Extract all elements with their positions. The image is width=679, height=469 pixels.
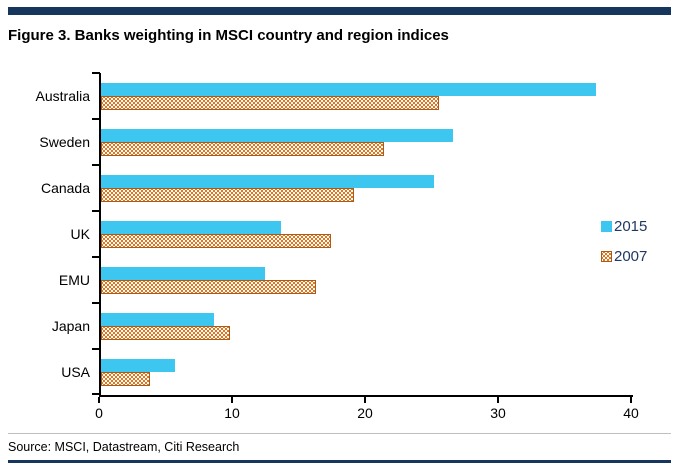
legend-item-2015: 2015	[601, 217, 647, 235]
bar-2015-uk	[101, 220, 281, 234]
bar-2007-uk	[101, 233, 332, 248]
legend-item-2007: 2007	[601, 247, 647, 265]
x-axis-label-20: 20	[357, 405, 373, 421]
top-rule	[8, 7, 671, 15]
bar-2015-australia	[101, 82, 596, 96]
x-axis: 0 10 20 30 40	[95, 397, 639, 427]
category-label-canada: Canada	[40, 180, 90, 196]
x-axis-tick	[497, 397, 499, 403]
bar-2007-sweden	[101, 141, 385, 156]
x-axis-tick	[98, 397, 100, 403]
chart-row-sweden	[101, 119, 633, 165]
legend-swatch-2015-icon	[601, 220, 612, 232]
bar-2015-usa	[101, 358, 176, 372]
x-axis-label-0: 0	[95, 405, 103, 421]
y-axis-tick	[92, 164, 100, 166]
category-label-japan: Japan	[51, 318, 90, 334]
chart-legend: 2015 2007	[601, 217, 647, 265]
chart-row-usa	[101, 349, 633, 395]
chart-row-uk	[101, 211, 633, 257]
bar-2015-japan	[101, 312, 215, 326]
y-axis-labels: Australia Sweden Canada UK EMU Japan USA	[8, 73, 99, 397]
category-label-emu: EMU	[58, 272, 90, 288]
y-axis-tick	[92, 72, 100, 74]
plot-area	[92, 72, 633, 397]
bar-2007-japan	[101, 325, 230, 340]
y-axis-tick	[92, 210, 100, 212]
y-axis-tick	[92, 118, 100, 120]
bar-2015-canada	[101, 174, 434, 188]
bar-chart: Australia Sweden Canada UK EMU Japan USA 0 10 20…	[8, 72, 648, 427]
chart-row-japan	[101, 303, 633, 349]
bar-2015-sweden	[101, 128, 454, 142]
bar-2007-canada	[101, 187, 354, 202]
y-axis-tick	[92, 393, 100, 395]
chart-row-emu	[101, 257, 633, 303]
x-axis-tick	[630, 397, 632, 403]
x-axis-label-40: 40	[623, 405, 639, 421]
bar-2015-emu	[101, 266, 265, 280]
chart-row-canada	[101, 165, 633, 211]
y-axis-tick	[92, 256, 100, 258]
category-label-sweden: Sweden	[39, 134, 90, 150]
bar-2007-usa	[101, 371, 151, 386]
category-label-australia: Australia	[35, 88, 90, 104]
y-axis-tick	[92, 302, 100, 304]
legend-swatch-2007-icon	[601, 250, 612, 262]
y-axis-tick	[92, 348, 100, 350]
legend-label-2007: 2007	[614, 247, 648, 265]
chart-row-australia	[101, 73, 633, 119]
x-axis-tick	[231, 397, 233, 403]
legend-label-2015: 2015	[614, 217, 648, 235]
figure-title: Figure 3. Banks weighting in MSCI countr…	[8, 27, 449, 44]
x-axis-tick	[364, 397, 366, 403]
category-label-uk: UK	[70, 226, 90, 242]
bar-2007-australia	[101, 95, 439, 110]
bar-2007-emu	[101, 279, 317, 294]
bottom-rule	[8, 460, 671, 463]
x-axis-label-10: 10	[224, 405, 240, 421]
source-text: Source: MSCI, Datastream, Citi Research	[8, 440, 240, 454]
category-label-usa: USA	[61, 364, 90, 380]
x-axis-label-30: 30	[490, 405, 506, 421]
source-divider	[8, 433, 671, 434]
